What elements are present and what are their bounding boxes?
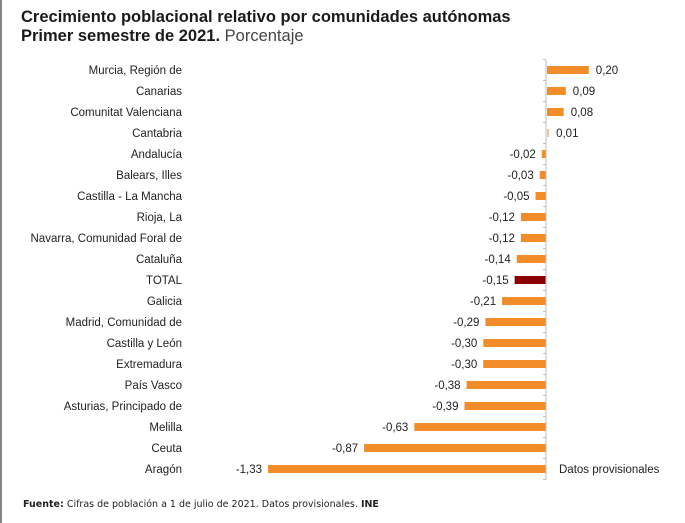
title-unit: Porcentaje bbox=[224, 27, 304, 45]
bar-11 bbox=[502, 297, 546, 305]
bar-17 bbox=[414, 423, 546, 431]
source-label: Fuente: bbox=[23, 499, 64, 510]
bar-19 bbox=[268, 465, 546, 473]
bar-12 bbox=[485, 318, 546, 326]
value-label: 0,01 bbox=[556, 128, 578, 140]
bar-7 bbox=[520, 213, 546, 221]
value-label: -1,33 bbox=[236, 464, 262, 476]
bar-4 bbox=[541, 150, 546, 158]
value-label: -0,02 bbox=[510, 149, 536, 161]
bar-13 bbox=[483, 339, 546, 347]
category-label: Canarias bbox=[136, 86, 182, 98]
title-period: Primer semestre de 2021. bbox=[21, 27, 221, 45]
bar-15 bbox=[466, 381, 546, 389]
category-label: Melilla bbox=[149, 422, 182, 434]
bar-18 bbox=[364, 444, 546, 452]
category-label: TOTAL bbox=[146, 275, 183, 287]
value-label: -0,30 bbox=[451, 359, 477, 371]
category-label: Comunitat Valenciana bbox=[70, 107, 182, 119]
value-label: -0,87 bbox=[332, 443, 358, 455]
category-label: Rioja, La bbox=[137, 212, 183, 224]
value-label: -0,03 bbox=[508, 170, 534, 182]
bar-1 bbox=[547, 87, 566, 95]
bar-9 bbox=[516, 255, 546, 263]
value-label: 0,09 bbox=[573, 86, 595, 98]
category-label: Murcia, Región de bbox=[89, 65, 182, 77]
bar-2 bbox=[547, 108, 564, 116]
category-label: Navarra, Comunidad Foral de bbox=[31, 233, 183, 245]
value-label: -0,39 bbox=[432, 401, 458, 413]
category-label: Castilla y León bbox=[107, 338, 182, 350]
frame-border bbox=[0, 0, 2, 523]
title-line-2: Primer semestre de 2021. Porcentaje bbox=[21, 27, 511, 46]
value-label: -0,05 bbox=[503, 191, 529, 203]
category-label: Extremadura bbox=[116, 359, 182, 371]
value-label: -0,38 bbox=[434, 380, 460, 392]
category-label: Andalucía bbox=[131, 149, 183, 161]
category-label: Madrid, Comunidad de bbox=[66, 317, 182, 329]
category-label: Castilla - La Mancha bbox=[77, 191, 182, 203]
value-label: -0,63 bbox=[382, 422, 408, 434]
value-label: -0,30 bbox=[451, 338, 477, 350]
source-org: INE bbox=[360, 499, 379, 510]
bar-16 bbox=[464, 402, 546, 410]
category-label: Ceuta bbox=[151, 443, 182, 455]
category-label: Aragón bbox=[145, 464, 182, 476]
annotation-provisional: Datos provisionales bbox=[559, 464, 660, 476]
category-label: Cantabria bbox=[132, 128, 182, 140]
value-label: -0,15 bbox=[482, 275, 508, 287]
value-label: -0,14 bbox=[485, 254, 512, 266]
category-label: Balears, Illes bbox=[116, 170, 182, 182]
value-label: -0,12 bbox=[489, 212, 515, 224]
category-label: Cataluña bbox=[136, 254, 183, 266]
category-label: Galicia bbox=[147, 296, 183, 308]
value-label: -0,12 bbox=[489, 233, 515, 245]
category-label: Asturias, Principado de bbox=[64, 401, 182, 413]
chart-title: Crecimiento poblacional relativo por com… bbox=[21, 8, 511, 46]
category-label: País Vasco bbox=[125, 380, 182, 392]
value-label: 0,20 bbox=[596, 65, 618, 77]
title-line-1: Crecimiento poblacional relativo por com… bbox=[21, 8, 511, 26]
source-text: Cifras de población a 1 de julio de 2021… bbox=[66, 499, 358, 510]
value-label: 0,08 bbox=[571, 107, 593, 119]
bar-0 bbox=[547, 66, 589, 74]
bar-3 bbox=[547, 129, 550, 137]
bar-5 bbox=[539, 171, 546, 179]
bar-14 bbox=[483, 360, 546, 368]
bar-10 bbox=[514, 276, 546, 284]
source-footer: Fuente: Cifras de población a 1 de julio… bbox=[23, 499, 379, 510]
value-label: -0,29 bbox=[453, 317, 479, 329]
value-label: -0,21 bbox=[470, 296, 496, 308]
bar-8 bbox=[520, 234, 546, 242]
bar-6 bbox=[535, 192, 546, 200]
